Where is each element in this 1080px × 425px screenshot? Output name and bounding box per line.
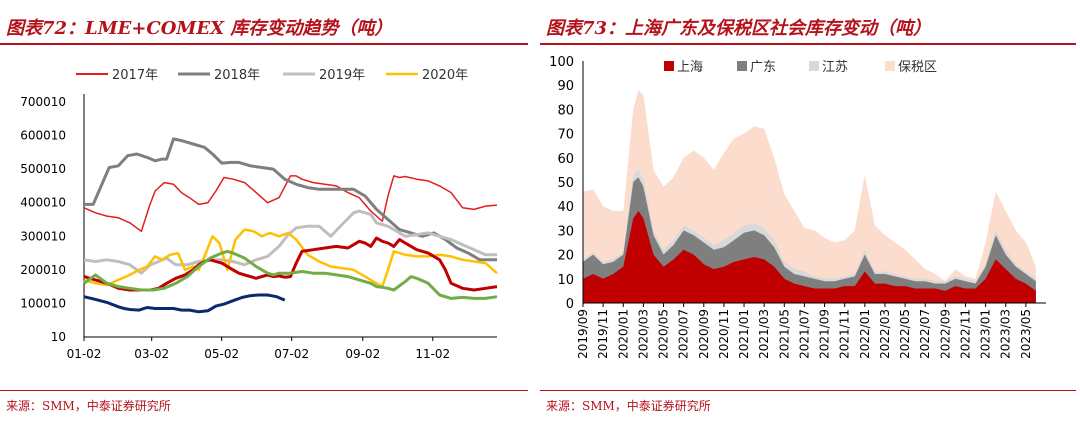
y-tick-label: 80: [557, 103, 574, 118]
series-line: [83, 175, 498, 233]
x-tick-label: 2023/03: [999, 309, 1013, 359]
title-rule: [540, 43, 1076, 45]
chart-source: 来源：SMM，中泰证券研究所: [546, 399, 711, 413]
x-tick-label: 2020/11: [717, 309, 731, 359]
x-tick-label: 2021/01: [737, 309, 751, 359]
legend-label: 江苏: [822, 59, 848, 75]
x-tick-label: 2022/05: [898, 309, 912, 359]
y-tick-label: 10: [51, 330, 66, 344]
x-tick-label: 2022/01: [858, 309, 872, 359]
series-line: [83, 249, 498, 300]
y-tick-label: 50: [557, 176, 574, 191]
y-tick-label: 60: [557, 152, 574, 167]
x-tick-label: 11-02: [415, 347, 450, 361]
chart-title: 图表72：LME+COMEX 库存变动趋势（吨）: [6, 18, 393, 39]
legend-label: 上海: [677, 60, 703, 75]
chart-source: 来源：SMM，中泰证券研究所: [6, 399, 171, 413]
x-tick-label: 2023/05: [1019, 309, 1033, 359]
x-tick-label: 05-02: [204, 347, 239, 361]
x-tick-label: 2020/05: [657, 309, 671, 359]
series-line: [83, 236, 498, 292]
y-tick-label: 700010: [20, 95, 66, 109]
y-tick-label: 70: [557, 128, 574, 143]
x-tick-label: 2021/03: [757, 309, 771, 359]
source-rule: [0, 390, 528, 391]
x-tick-label: 09-02: [345, 347, 380, 361]
x-tick-label: 2019/09: [576, 309, 590, 359]
x-tick-label: 2020/07: [677, 309, 691, 359]
legend-swatch: [664, 61, 674, 71]
left-panel: 图表72：LME+COMEX 库存变动趋势（吨） 700010 600010 500…: [0, 0, 532, 425]
series-line: [83, 293, 286, 314]
area-series: [583, 211, 1036, 303]
legend-swatch: [809, 61, 819, 71]
legend-label: 保税区: [898, 60, 937, 75]
x-tick-label: 2021/05: [777, 309, 791, 359]
legend-swatch: [885, 61, 895, 71]
source-rule: [540, 390, 1076, 391]
y-tick-label: 20: [557, 249, 574, 264]
y-tick-label: 0: [566, 297, 574, 312]
x-tick-label: 2022/07: [918, 309, 932, 359]
legend-label: 广东: [750, 60, 776, 75]
legend-swatch: [737, 61, 747, 71]
y-tick-label: 200010: [20, 263, 66, 277]
lme-comex-line-chart: 700010 600010 500010 400010 300010 200010 1000…: [20, 68, 498, 361]
y-tick-label: 300010: [20, 229, 66, 243]
y-tick-label: 400010: [20, 196, 66, 210]
y-tick-label: 40: [557, 200, 574, 215]
title-rule: [0, 43, 528, 45]
y-tick-label: 30: [557, 224, 574, 239]
series-line: [83, 228, 498, 288]
x-tick-label: 2022/09: [938, 309, 952, 359]
x-tick-label: 2022/11: [958, 309, 972, 359]
y-tick-label: 500010: [20, 162, 66, 176]
y-tick-label: 100010: [20, 296, 66, 310]
chart-title: 图表73：上海广东及保税区社会库存变动（吨）: [546, 18, 932, 39]
x-tick-label: 2020/03: [636, 309, 650, 359]
y-tick-label: 10: [557, 273, 574, 288]
series-line: [84, 137, 497, 262]
legend-label: 2017年: [112, 68, 158, 83]
right-panel: 图表73：上海广东及保税区社会库存变动（吨） 100 90 80 70 60 50 40 30…: [540, 0, 1080, 425]
legend-label: 2019年: [319, 68, 365, 83]
x-tick-label: 07-02: [274, 347, 309, 361]
x-tick-label: 2020/01: [616, 309, 630, 359]
x-tick-label: 2021/11: [838, 309, 852, 359]
y-tick-label: 600010: [20, 129, 66, 143]
y-tick-label: 90: [557, 79, 574, 94]
legend-label: 2020年: [422, 68, 468, 83]
x-tick-label: 2023/01: [979, 309, 993, 359]
x-tick-label: 2022/03: [878, 309, 892, 359]
legend-label: 2018年: [214, 68, 260, 83]
y-tick-label: 100: [549, 55, 574, 70]
x-tick-label: 01-02: [67, 347, 102, 361]
x-tick-label: 2021/07: [797, 309, 811, 359]
x-tick-label: 2019/11: [596, 309, 610, 359]
series-line: [83, 209, 497, 275]
x-tick-label: 2020/09: [697, 309, 711, 359]
x-tick-label: 2021/09: [818, 309, 832, 359]
x-tick-label: 03-02: [134, 347, 169, 361]
